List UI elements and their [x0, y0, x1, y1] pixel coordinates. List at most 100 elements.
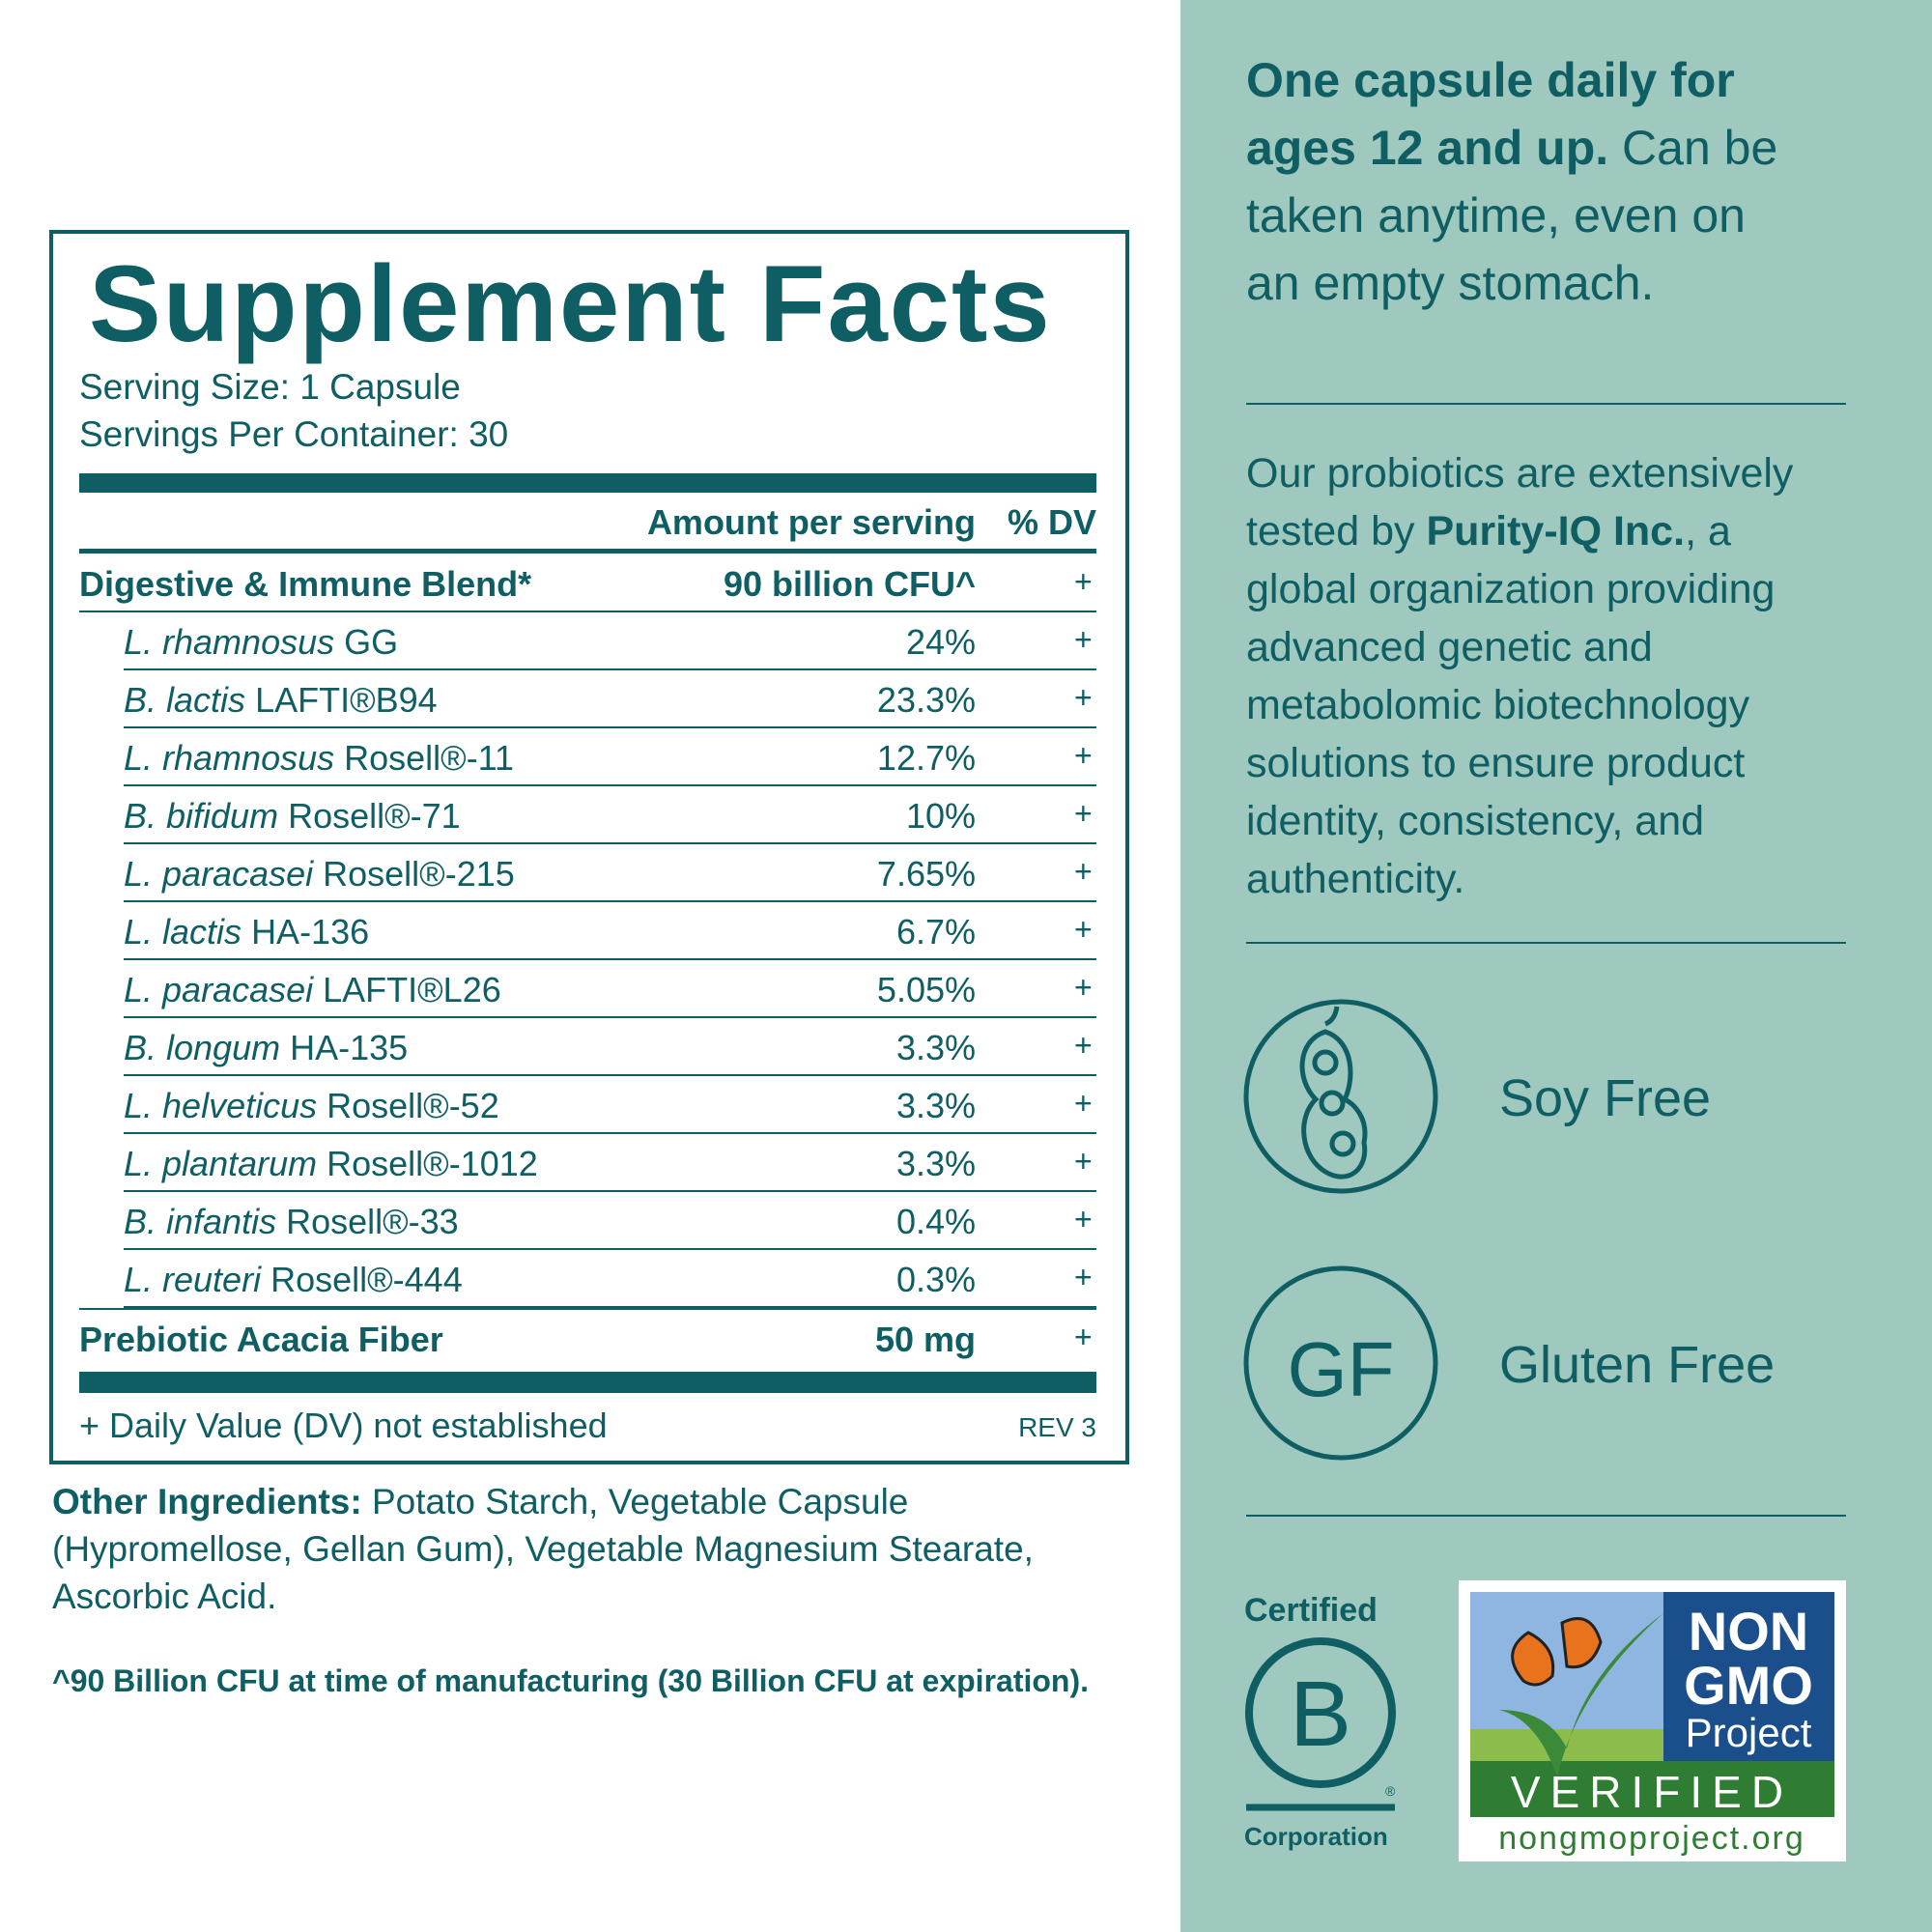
strain: HA-135	[290, 1028, 409, 1067]
row-amount: 6.7%	[895, 912, 976, 952]
species: L. rhamnosus	[124, 738, 335, 778]
servings-per-container: Servings Per Container: 30	[79, 414, 509, 454]
rule	[124, 1306, 1096, 1308]
row-dv: +	[1074, 796, 1093, 831]
row-dv: +	[1074, 1202, 1093, 1236]
nongmo-band	[1470, 1761, 1834, 1817]
row-dv: +	[1074, 1028, 1093, 1063]
rule	[124, 1132, 1096, 1134]
strain: Digestive & Immune Blend*	[79, 564, 532, 604]
row-amount: 7.65%	[876, 854, 976, 894]
title: Supplement Facts	[89, 243, 1052, 364]
rule	[124, 1016, 1096, 1018]
strain: Rosell®-1012	[327, 1144, 538, 1183]
serving-size: Serving Size: 1 Capsule	[79, 367, 461, 407]
rule	[79, 1372, 1096, 1393]
row-name: Prebiotic Acacia Fiber	[79, 1320, 443, 1360]
nongmo-line1: NON	[1688, 1601, 1809, 1662]
nongmo-leaf	[1499, 1613, 1663, 1777]
directions-bold: One capsule daily for ages 12 and up.	[1246, 53, 1735, 175]
strain: Rosell®-33	[286, 1202, 459, 1241]
nongmo-line2: GMO	[1684, 1655, 1813, 1716]
rule	[124, 1074, 1096, 1076]
row-dv: +	[1074, 680, 1093, 715]
species: L. plantarum	[124, 1144, 318, 1183]
nongmo-verified: VERIFIED	[1510, 1767, 1794, 1817]
row-name: L. reuteri Rosell®-444	[124, 1260, 463, 1300]
other-ingredients: Other Ingredients: Potato Starch, Vegeta…	[52, 1478, 1095, 1620]
row-dv: +	[1074, 1144, 1093, 1179]
gf-icon-text: GF	[1287, 1326, 1395, 1412]
footnote: + Daily Value (DV) not established	[79, 1406, 608, 1445]
nongmo-line3: Project	[1685, 1710, 1812, 1755]
species: B. infantis	[124, 1202, 277, 1241]
row-name: L. helveticus Rosell®-52	[124, 1086, 499, 1126]
row-amount: 5.05%	[876, 970, 976, 1009]
strain: GG	[344, 622, 399, 662]
row-amount: 0.3%	[895, 1260, 976, 1299]
row-dv: +	[1074, 912, 1093, 947]
gf-icon	[1243, 1265, 1438, 1461]
species: L. paracasei	[124, 970, 314, 1009]
row-amount: 12.7%	[876, 738, 976, 778]
row-name: B. longum HA-135	[124, 1028, 408, 1068]
row-amount: 3.3%	[895, 1086, 976, 1125]
revision: REV 3	[1018, 1412, 1096, 1442]
rule	[79, 611, 1096, 612]
cfu-note: ^90 Billion CFU at time of manufacturing…	[52, 1663, 1089, 1698]
bcorp-mark: ®	[1385, 1783, 1396, 1799]
species: B. bifidum	[124, 796, 279, 836]
rule	[79, 549, 1096, 554]
strain: Rosell®-444	[270, 1260, 463, 1299]
soy-pod	[1299, 1006, 1368, 1179]
strain: Prebiotic Acacia Fiber	[79, 1320, 443, 1359]
strain: LAFTI®B94	[255, 680, 438, 720]
species: L. reuteri	[124, 1260, 262, 1299]
row-name: L. plantarum Rosell®-1012	[124, 1144, 538, 1184]
row-name: B. infantis Rosell®-33	[124, 1202, 459, 1242]
species: L. helveticus	[124, 1086, 318, 1125]
row-name: L. rhamnosus GG	[124, 622, 398, 663]
row-name: L. rhamnosus Rosell®-11	[124, 738, 514, 779]
nongmo-panel	[1663, 1592, 1834, 1761]
rule	[79, 473, 1096, 493]
dv-header: % DV	[1007, 502, 1096, 542]
row-amount: 3.3%	[895, 1028, 976, 1067]
soy-icon	[1243, 999, 1438, 1194]
row-name: Digestive & Immune Blend*	[79, 564, 531, 605]
row-dv: +	[1074, 854, 1093, 889]
rule	[124, 726, 1096, 728]
directions: One capsule daily for ages 12 and up. Ca…	[1246, 46, 1787, 317]
right-panel: One capsule daily for ages 12 and up. Ca…	[1180, 0, 1932, 1932]
row-dv: +	[1074, 1320, 1093, 1354]
nongmo-url: nongmoproject.org	[1498, 1820, 1805, 1857]
rule	[124, 842, 1096, 844]
row-dv: +	[1074, 1260, 1093, 1294]
row-amount: 50 mg	[874, 1320, 976, 1359]
soy-label: Soy Free	[1499, 1069, 1712, 1127]
species: B. lactis	[124, 680, 246, 720]
testing-company: Purity-IQ Inc.	[1426, 508, 1686, 554]
row-amount: 0.4%	[895, 1202, 976, 1241]
row-dv: +	[1074, 738, 1093, 773]
row-amount: 23.3%	[876, 680, 976, 720]
row-name: B. lactis LAFTI®B94	[124, 680, 438, 721]
strain: LAFTI®L26	[323, 970, 501, 1009]
row-name: L. lactis HA-136	[124, 912, 369, 952]
rule	[124, 1248, 1096, 1250]
rule	[79, 1308, 1096, 1310]
row-amount: 90 billion CFU^	[723, 564, 976, 604]
bcorp-top: Certified	[1244, 1592, 1378, 1629]
label: Other Ingredients:	[52, 1482, 362, 1521]
row-name: L. paracasei LAFTI®L26	[124, 970, 501, 1010]
strain: Rosell®-71	[288, 796, 461, 836]
species: L. paracasei	[124, 854, 314, 894]
row-dv: +	[1074, 622, 1093, 657]
species: L. rhamnosus	[124, 622, 335, 662]
row-dv: +	[1074, 970, 1093, 1005]
strain: HA-136	[251, 912, 370, 952]
row-dv: +	[1074, 564, 1093, 599]
strain: Rosell®-52	[327, 1086, 499, 1125]
rule	[124, 900, 1096, 902]
